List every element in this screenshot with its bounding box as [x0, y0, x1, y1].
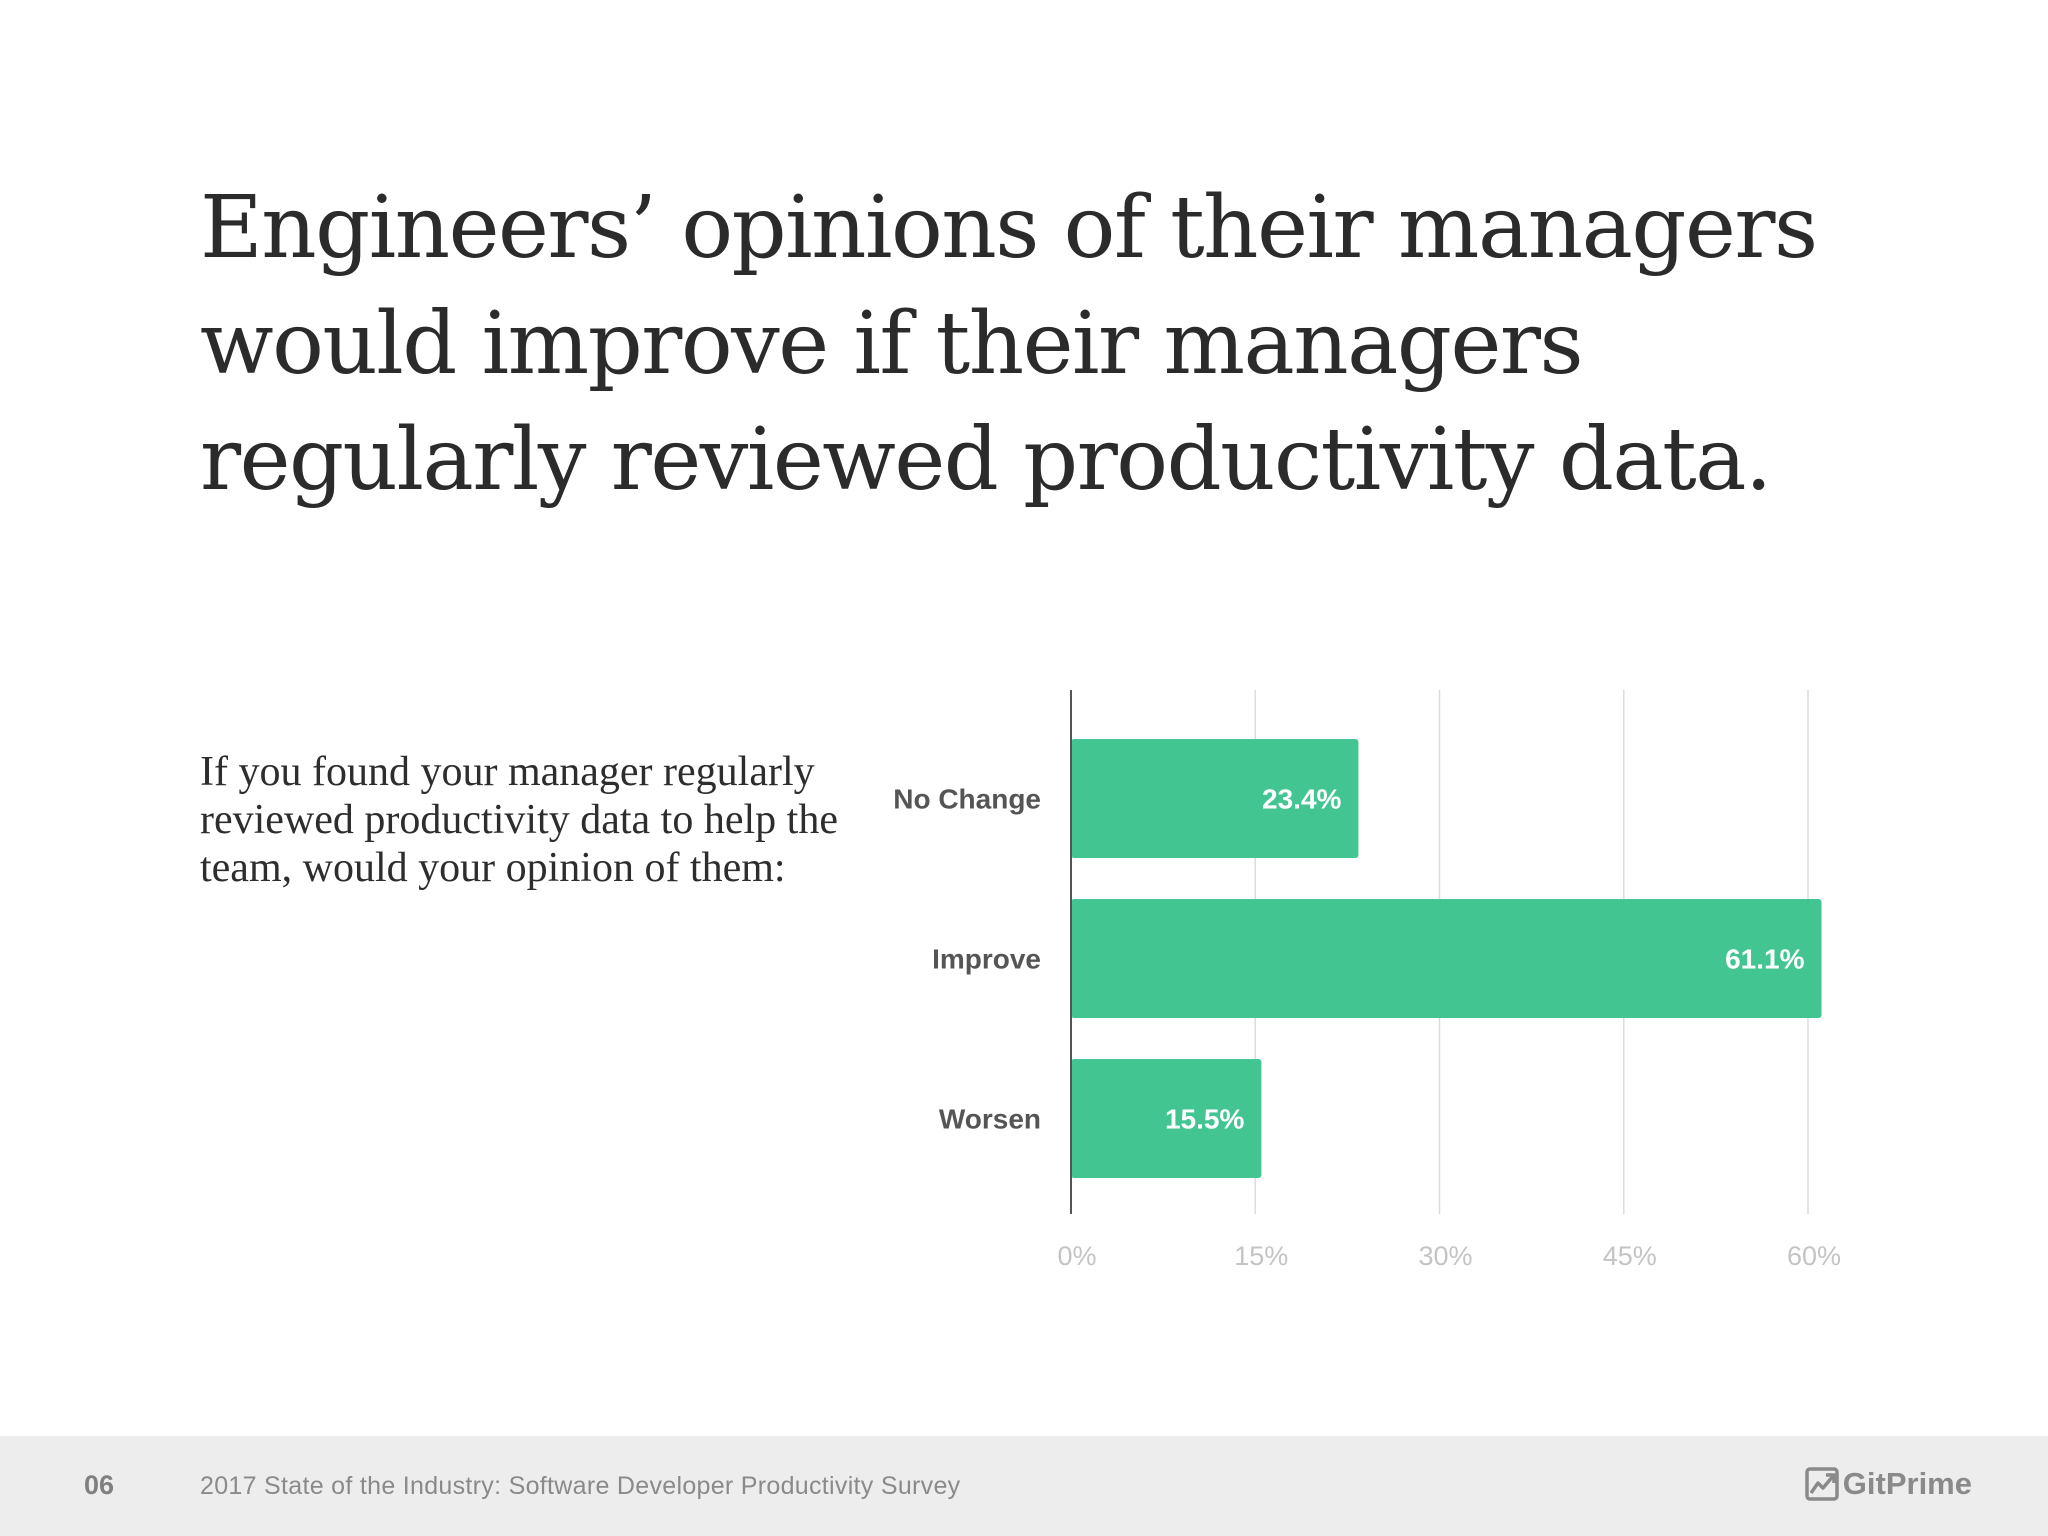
bar-worsen	[1071, 1059, 1262, 1178]
gitprime-logo-icon	[1805, 1467, 1839, 1501]
value-label: 23.4%	[1262, 784, 1341, 815]
category-label: Improve	[932, 944, 1041, 975]
bar-improve	[1071, 899, 1822, 1018]
x-tick-labels: 0% 15% 30% 45% 60%	[1057, 1241, 1841, 1271]
survey-question: If you found your manager regularly revi…	[200, 749, 838, 891]
brand-name: GitPrime	[1842, 1466, 1972, 1501]
x-tick-label: 0%	[1057, 1241, 1096, 1271]
x-tick-label: 30%	[1418, 1241, 1472, 1271]
category-label: No Change	[893, 784, 1041, 815]
value-label: 15.5%	[1165, 1104, 1244, 1135]
category-labels: No Change Improve Worsen	[893, 784, 1041, 1135]
x-tick-label: 60%	[1787, 1241, 1841, 1271]
value-labels: 23.4% 61.1% 15.5%	[1165, 784, 1805, 1135]
footer: 06 2017 State of the Industry: Software …	[0, 1436, 2048, 1536]
headline: Engineers’ opinions of their managers wo…	[200, 178, 1818, 510]
category-label: Worsen	[939, 1104, 1041, 1135]
value-label: 61.1%	[1725, 944, 1804, 975]
footer-title: 2017 State of the Industry: Software Dev…	[200, 1472, 961, 1500]
brand-logo: GitPrime	[1805, 1466, 1972, 1502]
bars	[1071, 739, 1822, 1178]
x-tick-label: 45%	[1603, 1241, 1657, 1271]
bar-no-change	[1071, 739, 1359, 858]
x-tick-label: 15%	[1234, 1241, 1288, 1271]
page-number: 06	[84, 1470, 115, 1500]
